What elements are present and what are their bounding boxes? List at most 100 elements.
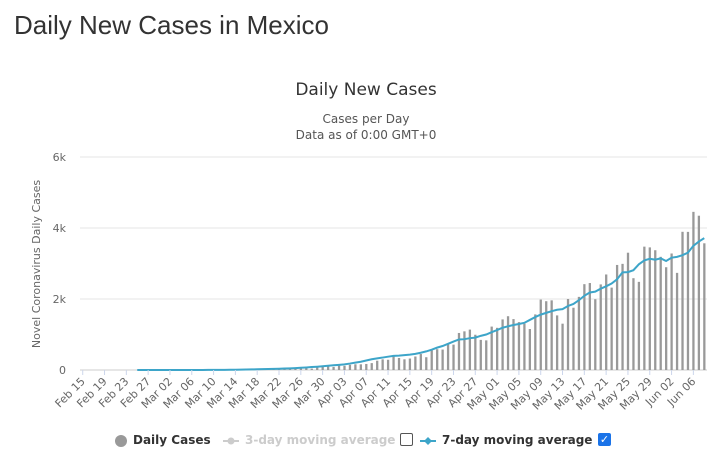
daily-case-bar (354, 364, 357, 370)
daily-case-bar (605, 274, 608, 370)
daily-case-bar (337, 365, 341, 370)
daily-case-bar (425, 357, 428, 370)
legend-item-7-day-average[interactable]: 7-day moving average (420, 430, 592, 450)
daily-case-bar (496, 327, 499, 370)
daily-case-bar (528, 329, 532, 370)
legend-label-daily-cases: Daily Cases (133, 433, 211, 447)
daily-case-bar (643, 246, 646, 370)
daily-case-bar (621, 263, 624, 370)
chart-title: Daily New Cases (295, 80, 437, 100)
daily-case-bar (686, 231, 690, 370)
daily-case-bar (517, 322, 521, 370)
daily-case-bar (703, 243, 706, 370)
daily-case-bar (386, 359, 390, 370)
daily-case-bar (446, 343, 450, 370)
daily-case-bar (359, 364, 362, 370)
legend-daily-cases-circle-icon (115, 434, 127, 447)
daily-case-bar (665, 267, 668, 370)
daily-case-bar (430, 350, 433, 370)
legend-item-3-day-average[interactable]: 3-day moving average (223, 430, 395, 450)
legend: Daily Cases 3-day moving average 7-day m… (0, 430, 715, 454)
daily-cases-bars (163, 211, 706, 370)
chart-subtitle-line-2: Data as of 0:00 GMT+0 (296, 128, 437, 142)
daily-case-bar (457, 332, 461, 370)
daily-case-bar (436, 349, 439, 370)
daily-case-bar (490, 326, 493, 370)
chart-subtitle-line-1: Cases per Day (323, 112, 410, 126)
daily-case-bar (294, 368, 297, 370)
daily-case-bar (566, 299, 570, 370)
daily-case-bar (599, 284, 602, 370)
legend-3-day-average-line-icon (223, 437, 239, 444)
daily-case-bar (594, 299, 597, 370)
daily-case-bar (414, 356, 417, 370)
daily-case-bar (370, 363, 373, 370)
daily-case-bar (403, 359, 406, 370)
daily-case-bar (397, 357, 401, 370)
daily-case-bar (572, 307, 575, 370)
daily-case-bar (441, 349, 444, 370)
legend-label-3-day-average: 3-day moving average (245, 433, 396, 447)
daily-case-bar (305, 368, 308, 370)
daily-case-bar (316, 367, 319, 370)
daily-case-bar (692, 211, 695, 370)
daily-case-bar (539, 299, 542, 370)
daily-case-bar (670, 253, 673, 370)
daily-case-bar (561, 323, 564, 370)
checkbox-7-day-average[interactable]: ✓ (598, 433, 611, 446)
seven-day-average-path (137, 237, 705, 371)
y-tick-label: 6k (53, 151, 67, 164)
y-tick-label: 0 (59, 364, 66, 377)
daily-case-bar (376, 360, 379, 370)
daily-case-bar (452, 344, 455, 370)
daily-case-bar (392, 355, 395, 370)
daily-case-bar (648, 247, 651, 370)
y-axis-label: Novel Coronavirus Daily Cases (30, 180, 43, 348)
daily-case-bar (654, 250, 657, 370)
daily-case-bar (583, 284, 586, 370)
daily-case-bar (626, 252, 630, 370)
y-tick-label: 4k (53, 222, 67, 235)
daily-case-bar (697, 215, 701, 370)
daily-case-bar (506, 316, 510, 370)
daily-case-bar (419, 354, 422, 370)
daily-case-bar (545, 301, 548, 370)
legend-item-daily-cases[interactable]: Daily Cases (115, 430, 211, 450)
seven-day-average-line (137, 237, 705, 371)
daily-case-bar (332, 366, 335, 370)
daily-case-bar (588, 283, 591, 370)
daily-case-bar (637, 281, 641, 370)
legend-7-day-average-line-icon (420, 436, 436, 445)
daily-case-bar (523, 323, 526, 370)
page-heading: Daily New Cases in Mexico (14, 10, 329, 40)
daily-case-bar (474, 334, 477, 370)
daily-case-bar (555, 315, 559, 370)
daily-case-bar (681, 231, 684, 370)
daily-case-bar (348, 364, 352, 370)
daily-case-bar (485, 340, 488, 370)
daily-case-bar (343, 365, 346, 370)
daily-case-bar (326, 366, 330, 370)
y-axis-ticks: 0 2k 4k 6k (53, 151, 67, 377)
daily-case-bar (463, 331, 466, 370)
grid-lines (80, 156, 707, 371)
daily-case-bar (310, 368, 313, 370)
legend-label-7-day-average: 7-day moving average (442, 433, 593, 447)
daily-case-bar (408, 358, 412, 370)
daily-case-bar (550, 300, 553, 370)
daily-case-bar (632, 278, 635, 370)
daily-case-bar (659, 256, 662, 370)
daily-case-bar (299, 368, 303, 370)
y-tick-label: 2k (53, 293, 67, 306)
daily-case-bar (534, 314, 537, 370)
daily-case-bar (479, 339, 482, 370)
daily-case-bar (512, 319, 515, 370)
daily-case-bar (381, 359, 384, 370)
daily-case-bar (615, 264, 619, 370)
checkbox-3-day-average[interactable] (400, 433, 413, 446)
daily-case-bar (321, 366, 324, 370)
daily-case-bar (365, 363, 368, 370)
daily-case-bar (288, 368, 292, 370)
